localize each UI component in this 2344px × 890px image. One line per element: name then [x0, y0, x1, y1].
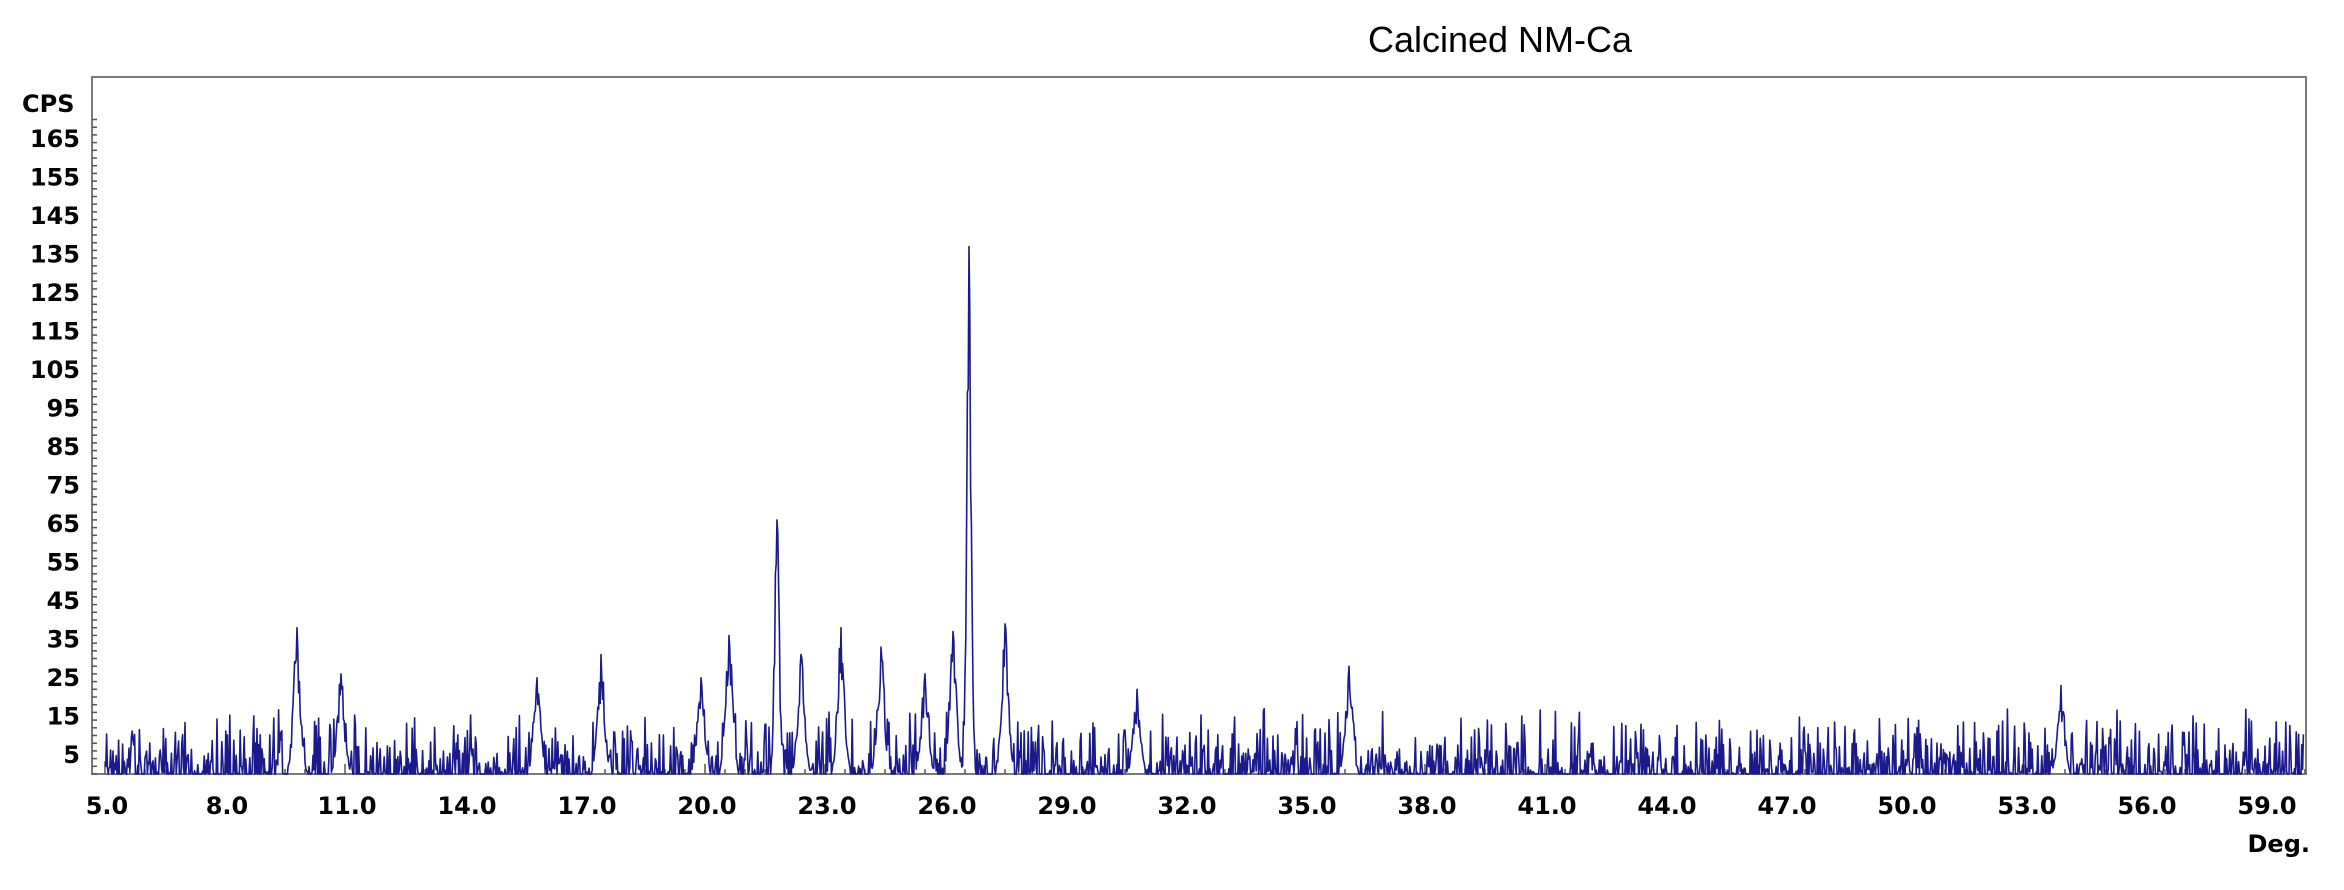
x-tick-labels: 5.0 8.0 11.0 14.0 17.0 20.0 23.0 26.0 29.0 32.0 35… [86, 792, 2297, 820]
x-tick-label: 50.0 [1877, 792, 1936, 820]
x-tick-label: 20.0 [677, 792, 736, 820]
x-tick-label: 53.0 [1997, 792, 2056, 820]
x-tick-label: 41.0 [1517, 792, 1576, 820]
y-tick-label: 155 [30, 163, 80, 191]
x-tick-label: 5.0 [86, 792, 129, 820]
y-tick-label: 125 [30, 279, 80, 307]
y-axis-label: CPS [22, 90, 75, 118]
x-tick-label: 59.0 [2237, 792, 2296, 820]
x-tick-label: 11.0 [317, 792, 376, 820]
x-tick-label: 56.0 [2117, 792, 2176, 820]
x-axis-label: Deg. [2248, 830, 2311, 858]
y-tick-label: 25 [47, 664, 80, 692]
x-tick-label: 26.0 [917, 792, 976, 820]
y-tick-label: 145 [30, 202, 80, 230]
chart-title: Calcined NM-Ca [1368, 19, 1633, 60]
axis-ticks [92, 118, 2306, 775]
y-tick-label: 105 [30, 356, 80, 384]
y-tick-label: 15 [47, 702, 80, 730]
xrd-spectrum-line [104, 245, 2305, 775]
x-tick-label: 47.0 [1757, 792, 1816, 820]
y-tick-label: 75 [47, 471, 80, 499]
x-tick-label: 29.0 [1037, 792, 1096, 820]
y-tick-label: 45 [47, 587, 80, 615]
y-tick-label: 135 [30, 240, 80, 268]
y-tick-label: 95 [47, 394, 80, 422]
x-tick-label: 35.0 [1277, 792, 1336, 820]
x-tick-label: 17.0 [557, 792, 616, 820]
x-tick-label: 23.0 [797, 792, 856, 820]
y-tick-label: 55 [47, 548, 80, 576]
x-tick-label: 14.0 [437, 792, 496, 820]
x-tick-label: 8.0 [206, 792, 249, 820]
plot-frame [91, 76, 2307, 775]
y-tick-label: 165 [30, 125, 80, 153]
y-tick-label: 115 [30, 317, 80, 345]
y-tick-labels: 5 15 25 35 45 55 65 75 85 95 105 115 125 135 145 155 165 [30, 125, 80, 769]
x-tick-label: 32.0 [1157, 792, 1216, 820]
y-tick-label: 35 [47, 625, 80, 653]
x-tick-label: 38.0 [1397, 792, 1456, 820]
y-tick-label: 5 [63, 741, 80, 769]
y-tick-label: 85 [47, 433, 80, 461]
y-tick-label: 65 [47, 510, 80, 538]
x-tick-label: 44.0 [1637, 792, 1696, 820]
